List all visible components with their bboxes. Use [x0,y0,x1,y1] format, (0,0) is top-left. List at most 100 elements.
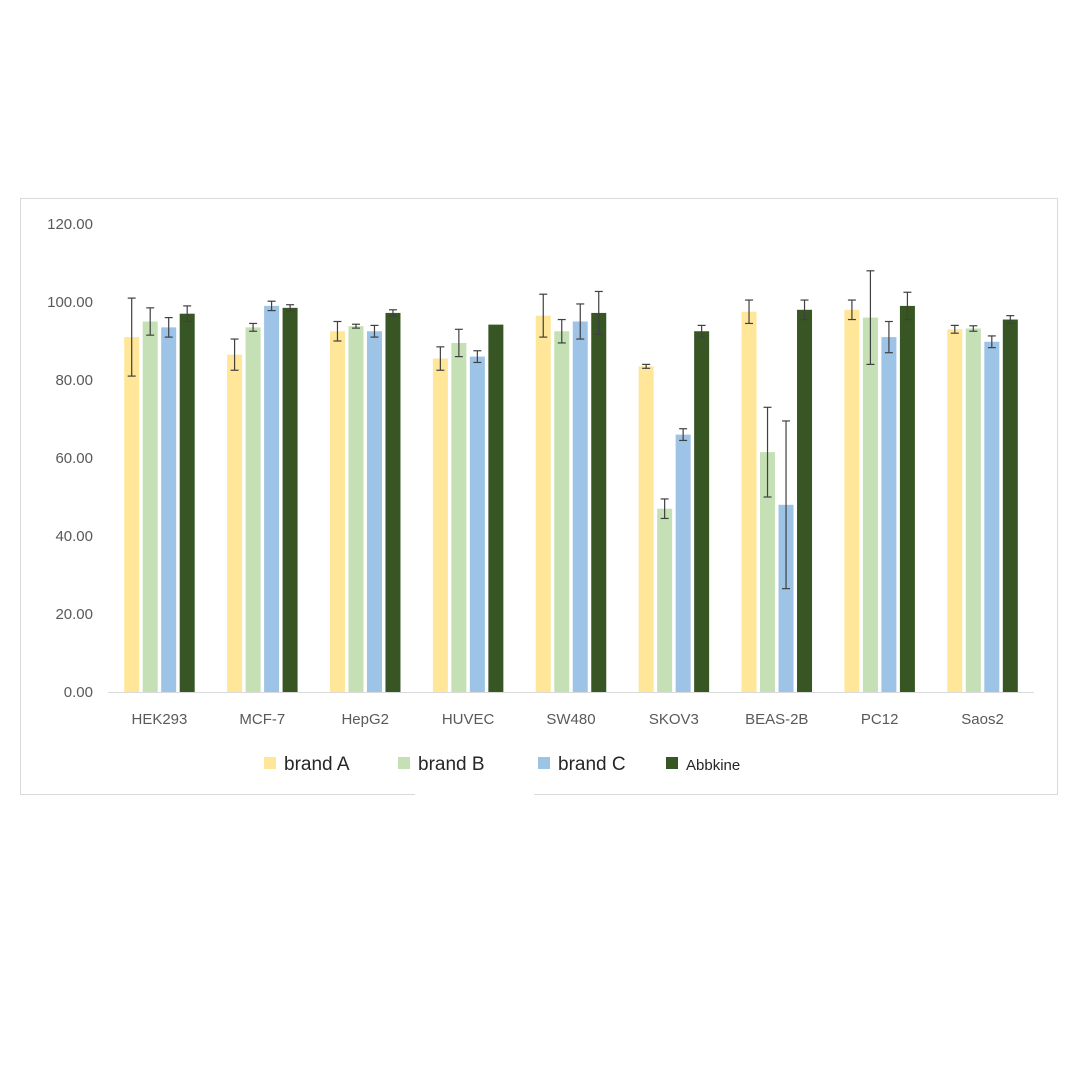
y-axis-tick-labels: 0.00 20.00 40.00 60.00 80.00 100.00 120.00 [47,216,93,701]
chart-frame-notch [415,793,534,798]
bar-brand-a-sw480 [535,315,551,692]
error-bar [370,324,379,338]
error-bar [1006,315,1015,325]
error-bar [249,322,258,332]
error-bar [454,328,463,358]
legend-label: brand C [558,754,626,775]
bar-abbkine-beas-2b [797,309,813,692]
error-bar [594,290,603,335]
bar-abbkine-sw480 [591,312,607,692]
bar-brand-a-skov3 [638,366,654,692]
error-bar [127,297,136,377]
error-bar [164,317,173,338]
bar-brand-b-beas-2b [760,452,776,692]
legend: brand A brand B brand C Abbkine [264,754,740,775]
bar-brand-a-beas-2b [741,311,757,692]
bar-brand-c-saos2 [984,341,1000,692]
legend-label: Abbkine [686,757,740,774]
error-bar [679,428,688,442]
error-bars [127,270,1015,590]
y-tick-label: 20.00 [55,606,93,623]
bar-brand-c-huvec [469,356,485,692]
error-bar [745,299,754,325]
error-bar [987,335,996,349]
y-tick-label: 40.00 [55,528,93,545]
x-tick-label: HEK293 [132,711,188,728]
x-tick-label: HUVEC [442,711,495,728]
bar-brand-b-hepg2 [348,326,364,692]
x-tick-label: Saos2 [961,711,1004,728]
error-bar [436,346,445,371]
error-bar [388,309,397,317]
bar-abbkine-hepg2 [385,312,401,692]
error-bar [950,324,959,334]
error-bar [146,307,155,336]
bar-brand-c-skov3 [675,434,691,692]
bar-abbkine-huvec [488,324,504,692]
bar-brand-b-skov3 [657,508,673,692]
bar-brand-a-hek293 [124,337,140,692]
error-bar [333,320,342,342]
bar-brand-a-saos2 [947,329,963,692]
x-tick-label: BEAS-2B [745,711,808,728]
error-bar [557,318,566,344]
y-tick-label: 0.00 [64,684,93,701]
bar-abbkine-mcf-7 [282,307,298,692]
bar-brand-c-hepg2 [366,331,382,692]
x-tick-label: PC12 [861,711,899,728]
x-tick-label: HepG2 [341,711,389,728]
legend-swatch-abbkine [666,757,678,769]
bar-abbkine-hek293 [179,313,195,692]
bar-brand-b-sw480 [554,331,570,692]
bar-marks [124,305,1018,692]
y-tick-label: 120.00 [47,216,93,233]
error-bar [473,350,482,364]
error-bar [642,363,651,369]
y-tick-label: 100.00 [47,294,93,311]
bar-brand-b-mcf-7 [245,327,261,692]
bar-brand-b-hek293 [142,321,158,692]
bar-abbkine-saos2 [1002,319,1018,692]
y-tick-label: 80.00 [55,372,93,389]
bar-brand-a-mcf-7 [227,354,243,692]
error-bar [267,300,276,312]
error-bar [183,305,192,323]
error-bar [697,324,706,338]
error-bar [903,291,912,321]
bar-brand-c-beas-2b [778,504,794,692]
bar-brand-b-saos2 [965,328,981,692]
x-tick-label: SW480 [546,711,595,728]
error-bar [884,320,893,354]
bar-abbkine-skov3 [694,331,710,692]
bar-brand-b-pc12 [862,317,878,692]
error-bar [576,303,585,340]
error-bar [539,293,548,338]
error-bar [763,406,772,498]
bar-brand-c-sw480 [572,321,588,692]
error-bar [351,323,360,329]
bar-brand-a-huvec [432,358,448,692]
y-tick-label: 60.00 [55,450,93,467]
legend-swatch-brand-b [398,757,410,769]
error-bar [800,299,809,321]
error-bar [660,498,669,520]
x-tick-label: SKOV3 [649,711,699,728]
bar-brand-c-mcf-7 [264,305,280,692]
error-bar [847,299,856,321]
bar-brand-a-hepg2 [329,331,345,692]
x-tick-label: MCF-7 [239,711,285,728]
error-bar [969,325,978,332]
bar-brand-b-huvec [451,342,467,692]
error-bar [286,304,295,312]
legend-label: brand B [418,754,485,775]
legend-swatch-brand-a [264,757,276,769]
error-bar [230,338,239,371]
x-axis-tick-labels: HEK293 MCF-7 HepG2 HUVEC SW480 SKOV3 BEAS-2B PC… [132,711,1004,728]
bar-abbkine-pc12 [899,305,915,692]
legend-swatch-brand-c [538,757,550,769]
bar-brand-c-pc12 [881,337,897,692]
error-bar [782,420,791,590]
bar-brand-a-pc12 [844,309,860,692]
legend-label: brand A [284,754,350,775]
